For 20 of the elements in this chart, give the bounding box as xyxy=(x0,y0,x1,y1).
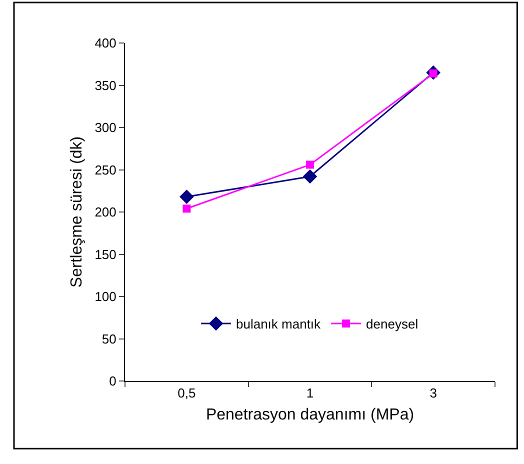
y-axis-title: Sertleşme süresi (dk) xyxy=(68,136,86,288)
point xyxy=(302,169,318,184)
x-tick-label: 1 xyxy=(306,386,314,401)
legend-label: deneysel xyxy=(366,316,418,332)
x-axis-title: Penetrasyon dayanımı (MPa) xyxy=(206,406,414,424)
point xyxy=(180,190,194,204)
x-tick-label: 3 xyxy=(430,386,437,401)
x-tick-label: 0,5 xyxy=(178,386,196,401)
y-tick-label: 350 xyxy=(94,78,116,93)
y-tick-label: 100 xyxy=(94,289,116,304)
y-tick-label: 50 xyxy=(102,331,116,346)
point xyxy=(182,204,191,213)
point xyxy=(306,160,314,169)
y-tick-label: 250 xyxy=(94,162,116,178)
y-tick-label: 150 xyxy=(94,246,116,262)
y-tick-label: 200 xyxy=(94,204,116,220)
y-tick-label: 400 xyxy=(94,36,116,51)
legend-label: bulanık mantık xyxy=(236,316,322,332)
y-tick-label: 300 xyxy=(94,120,116,136)
y-tick-label: 0 xyxy=(109,374,116,389)
